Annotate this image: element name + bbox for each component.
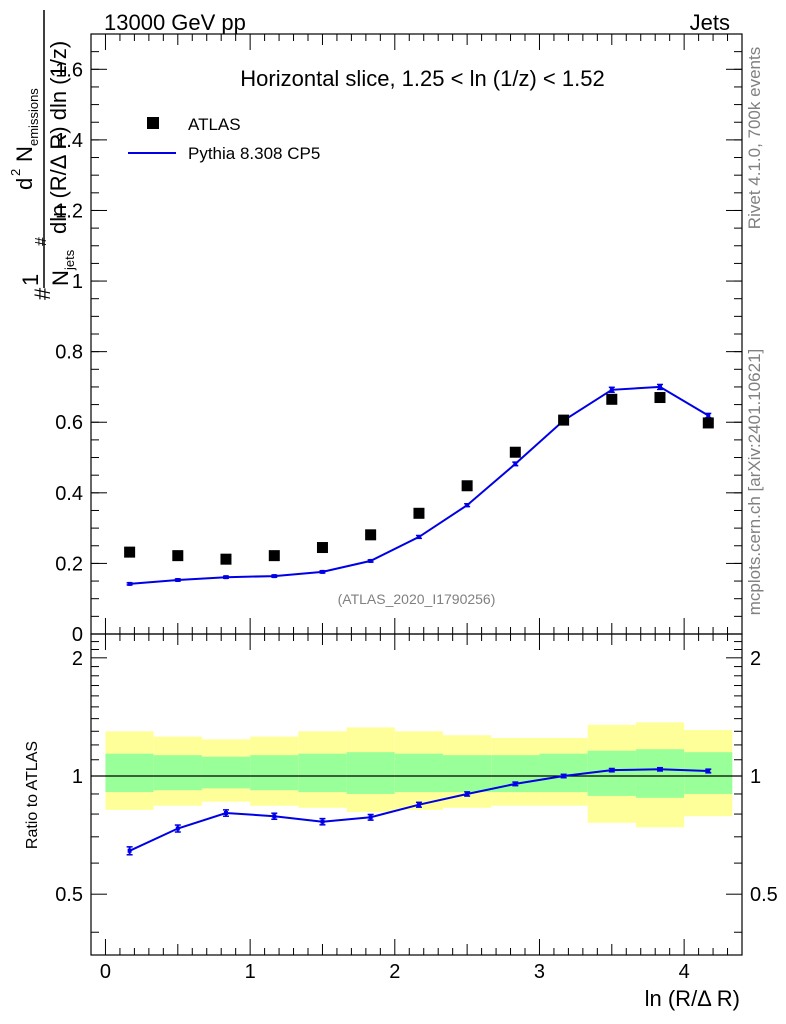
ratio-point: [609, 768, 614, 773]
legend-pythia-label: Pythia 8.308 CP5: [188, 144, 320, 163]
atlas-point: [268, 550, 280, 562]
pythia-point: [223, 575, 228, 580]
pythia-point: [272, 574, 277, 579]
main-y-tick-label: 0.4: [55, 483, 83, 505]
ratio-band-inner: [105, 753, 154, 793]
pythia-point: [368, 558, 373, 563]
main-y-tick-label: 1.4: [55, 130, 83, 152]
plot-title: Horizontal slice, 1.25 < ln (1/z) < 1.52: [240, 66, 604, 91]
atlas-point: [413, 507, 425, 519]
ratio-panel: 0.5 0.5 1 1 2 2 0 1 2 3 4: [55, 633, 778, 983]
ylabel-njets-sub: jets: [62, 249, 77, 271]
atlas-point: [124, 546, 136, 558]
x-tick-label: 1: [245, 961, 256, 983]
ratio-y-tick-label: 2: [72, 648, 83, 670]
atlas-point: [654, 392, 666, 404]
ratio-point: [175, 826, 180, 831]
ratio-band-inner: [539, 753, 588, 793]
pythia-point: [706, 413, 711, 418]
pythia-point: [175, 578, 180, 582]
pythia-point: [320, 569, 325, 574]
x-tick-label: 4: [679, 961, 690, 983]
pythia-point: [416, 534, 421, 539]
main-y-tick-label: 0.6: [55, 412, 83, 434]
ratio-point: [320, 819, 325, 824]
x-tick-label: 0: [100, 961, 111, 983]
ylabel-emissions-sub: emissions: [26, 88, 41, 146]
ratio-point: [368, 815, 373, 820]
main-y-tick-label: 0: [72, 624, 83, 646]
legend-atlas-label: ATLAS: [188, 115, 241, 134]
atlas-point: [702, 417, 714, 429]
ylabel-hash1: #: [30, 287, 55, 300]
ratio-point: [416, 802, 421, 807]
main-y-tick-label: 1.6: [55, 59, 83, 81]
main-y-tick-label: 0.2: [55, 553, 83, 575]
ratio-band-inner: [394, 753, 443, 793]
pythia-point: [609, 387, 614, 392]
main-y-tick-label: 1.2: [55, 200, 83, 222]
x-tick-label: 3: [534, 961, 545, 983]
ratio-frame: [90, 633, 743, 956]
ratio-point: [657, 767, 662, 772]
ratio-y-tick-label-right: 2: [750, 648, 761, 670]
ylabel-n-emissions: N: [12, 146, 37, 162]
atlas-point: [558, 414, 570, 426]
jets-label: Jets: [690, 10, 730, 35]
ratio-band-inner: [442, 755, 492, 793]
pythia-curve: [129, 385, 709, 585]
pythia-point: [513, 461, 518, 466]
main-panel: Horizontal slice, 1.25 < ln (1/z) < 1.52…: [55, 33, 743, 646]
svg-text:#: #: [30, 287, 55, 300]
ratio-point: [272, 814, 277, 819]
ratio-band-inner: [201, 756, 251, 789]
ratio-band-inner: [587, 750, 636, 796]
ylabel-d-sup: 2: [8, 169, 23, 176]
atlas-point: [509, 446, 521, 458]
atlas-point: [220, 553, 232, 565]
x-axis-label: ln (R/Δ R): [645, 986, 740, 1011]
ylabel-one: 1: [18, 274, 43, 286]
pythia-point: [465, 503, 470, 508]
atlas-point: [316, 542, 328, 554]
ratio-band-inner: [346, 752, 395, 794]
ratio-point: [127, 848, 132, 853]
ratio-point: [706, 768, 711, 773]
energy-label: 13000 GeV pp: [104, 10, 246, 35]
atlas-point: [172, 550, 184, 562]
ratio-point: [513, 781, 518, 786]
pythia-point: [127, 581, 132, 586]
ratio-y-axis-label: Ratio to ATLAS: [24, 741, 41, 849]
main-y-tick-label: 0.8: [55, 342, 83, 364]
main-y-tick-label: 1: [72, 271, 83, 293]
ylabel-d: d: [12, 178, 37, 190]
ratio-y-tick-label-right: 0.5: [750, 884, 778, 906]
ylabel-denominator: dln (R/Δ R) dln (1/z): [46, 41, 71, 234]
ratio-band-inner: [298, 753, 347, 793]
pythia-point: [657, 384, 662, 389]
analysis-watermark: (ATLAS_2020_I1790256): [338, 591, 496, 607]
ylabel-hash2: #: [33, 237, 50, 246]
ratio-band-inner: [153, 755, 202, 791]
ylabel-njets-n: N: [48, 270, 73, 286]
legend-atlas-marker: [147, 117, 159, 129]
ratio-point: [561, 774, 566, 779]
ratio-band-inner: [635, 749, 685, 798]
ratio-point: [223, 810, 228, 815]
atlas-point: [461, 480, 473, 492]
x-tick-label: 2: [389, 961, 400, 983]
ratio-point: [465, 791, 470, 796]
atlas-point: [606, 393, 618, 405]
y-axis-label: # 1 N jets # d 2 N emissions dln (R/Δ R)…: [8, 10, 77, 300]
atlas-point: [365, 529, 377, 541]
ratio-y-tick-label-right: 1: [750, 766, 761, 788]
legend: ATLAS Pythia 8.308 CP5: [128, 115, 320, 163]
ratio-y-tick-label: 0.5: [55, 884, 83, 906]
ratio-band-inner: [250, 755, 299, 791]
mcplots-source-label: mcplots.cern.ch [arXiv:2401.10621]: [745, 349, 764, 615]
ratio-y-tick-label: 1: [72, 766, 83, 788]
rivet-version-label: Rivet 4.1.0, 700k events: [745, 47, 764, 229]
